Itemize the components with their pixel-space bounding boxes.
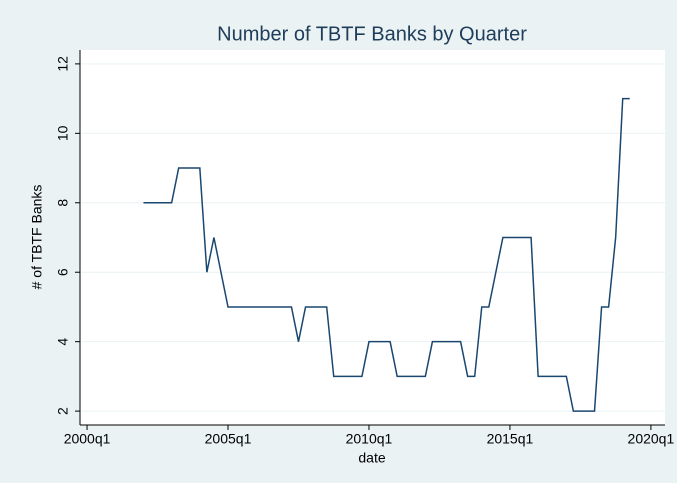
x-tick-label: 2005q1	[205, 431, 252, 447]
y-tick-label: 10	[55, 125, 71, 141]
y-tick-label: 4	[55, 338, 71, 346]
y-tick-label: 12	[55, 56, 71, 72]
x-tick-label: 2020q1	[628, 431, 675, 447]
x-tick-label: 2015q1	[487, 431, 534, 447]
chart-title: Number of TBTF Banks by Quarter	[217, 23, 527, 45]
x-axis-title: date	[358, 450, 385, 466]
x-tick-label: 2000q1	[64, 431, 111, 447]
y-tick-label: 8	[55, 199, 71, 207]
y-tick-label: 2	[55, 407, 71, 415]
y-axis-title: # of TBTF Banks	[29, 185, 45, 290]
x-tick-label: 2010q1	[346, 431, 393, 447]
data-line	[143, 97, 630, 412]
plot-area	[80, 50, 665, 425]
y-tick-label: 6	[55, 268, 71, 276]
